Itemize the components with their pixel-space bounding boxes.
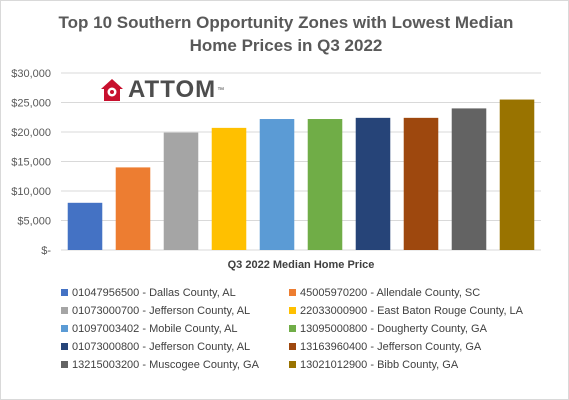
logo-trademark: ™	[217, 86, 225, 94]
y-tick-label: $20,000	[11, 127, 51, 139]
chart-title-line-2: Home Prices in Q3 2022	[189, 36, 383, 55]
chart-title-line-1: Top 10 Southern Opportunity Zones with L…	[58, 13, 514, 32]
y-tick-label: $25,000	[11, 98, 51, 110]
legend-swatch	[289, 361, 296, 368]
chart-title: Top 10 Southern Opportunity Zones with L…	[41, 11, 531, 57]
legend-swatch	[61, 343, 68, 350]
legend-label: 01097003402 - Mobile County, AL	[72, 323, 238, 335]
bar	[163, 132, 199, 250]
legend-swatch	[61, 325, 68, 332]
legend-label: 01073000800 - Jefferson County, AL	[72, 341, 251, 353]
y-tick-label: $30,000	[11, 68, 51, 80]
legend-swatch	[61, 289, 68, 296]
legend-item: 01073000700 - Jefferson County, AL	[61, 305, 250, 318]
legend-swatch	[289, 307, 296, 314]
house-icon	[101, 79, 123, 101]
bar	[67, 202, 103, 250]
y-tick-label: $5,000	[17, 216, 51, 228]
legend-label: 13095000800 - Dougherty County, GA	[300, 323, 487, 335]
bar	[307, 119, 343, 251]
attom-logo: ATTOM ™	[99, 74, 224, 106]
x-axis-label: Q3 2022 Median Home Price	[227, 259, 375, 271]
legend-label: 45005970200 - Allendale County, SC	[300, 287, 481, 299]
legend-item: 13215003200 - Muscogee County, GA	[61, 359, 259, 372]
legend-swatch	[61, 307, 68, 314]
bar	[403, 117, 439, 250]
legend-item: 01073000800 - Jefferson County, AL	[61, 341, 250, 354]
y-tick-label: $15,000	[11, 157, 51, 169]
legend-swatch	[289, 289, 296, 296]
legend-item: 22033000900 - East Baton Rouge County, L…	[289, 305, 523, 318]
chart-plot: $- $5,000 $10,000 $15,000 $20,000 $25,000 $30,…	[11, 68, 541, 257]
legend-label: 01073000700 - Jefferson County, AL	[72, 305, 251, 317]
legend-label: 01047956500 - Dallas County, AL	[72, 287, 236, 299]
legend-item: 01047956500 - Dallas County, AL	[61, 287, 236, 300]
bar	[355, 117, 391, 250]
bar	[115, 167, 151, 250]
bar	[451, 108, 487, 251]
logo-wordmark: ATTOM	[128, 76, 217, 103]
legend-label: 22033000900 - East Baton Rouge County, L…	[300, 305, 524, 317]
legend-label: 13163960400 - Jefferson County, GA	[300, 341, 482, 353]
legend-label: 13021012900 - Bibb County, GA	[300, 359, 459, 371]
legend-swatch	[61, 361, 68, 368]
legend-item: 13021012900 - Bibb County, GA	[289, 359, 458, 372]
legend-swatch	[289, 325, 296, 332]
bar	[499, 99, 535, 250]
y-tick-label: $-	[41, 245, 51, 257]
legend-item: 13163960400 - Jefferson County, GA	[289, 341, 481, 354]
legend-item: 45005970200 - Allendale County, SC	[289, 287, 480, 300]
legend-label: 13215003200 - Muscogee County, GA	[72, 359, 259, 371]
legend-item: 01097003402 - Mobile County, AL	[61, 323, 238, 336]
legend-item: 13095000800 - Dougherty County, GA	[289, 323, 487, 336]
bar	[259, 119, 295, 251]
bar	[211, 127, 247, 250]
y-tick-label: $10,000	[11, 186, 51, 198]
legend-swatch	[289, 343, 296, 350]
